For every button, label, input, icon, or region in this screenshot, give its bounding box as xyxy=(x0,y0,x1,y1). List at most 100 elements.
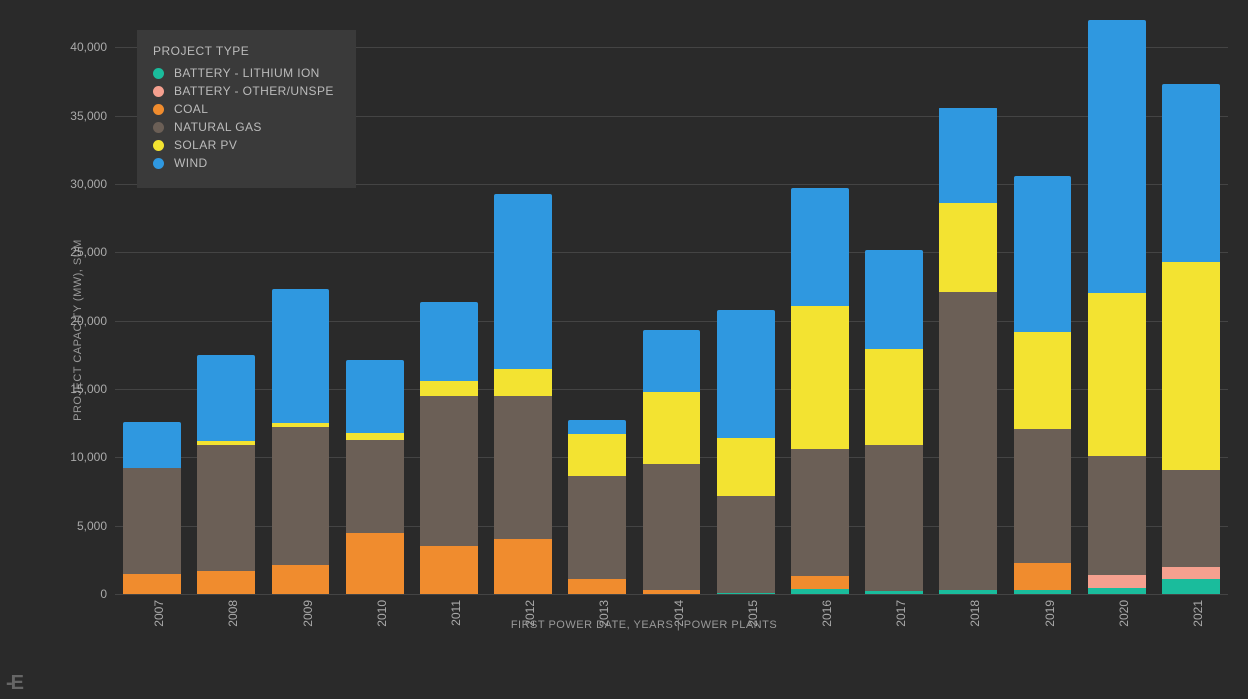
bar-segment-solar_pv xyxy=(791,306,849,449)
bar-segment-natural_gas xyxy=(939,292,997,590)
bar-segment-wind xyxy=(420,302,478,381)
bar-segment-solar_pv xyxy=(420,381,478,396)
bar-stack xyxy=(791,188,849,594)
bar-segment-battery_li xyxy=(939,590,997,594)
legend-swatch xyxy=(153,104,164,115)
bar-segment-natural_gas xyxy=(272,427,330,565)
legend-item: WIND xyxy=(153,156,334,170)
bar-group: 2013 xyxy=(560,20,634,594)
bar-segment-wind xyxy=(568,420,626,434)
x-tick-label: 2010 xyxy=(375,600,389,627)
bar-segment-wind xyxy=(865,250,923,350)
bar-segment-wind xyxy=(1014,176,1072,332)
bar-segment-wind xyxy=(1088,20,1146,293)
bar-segment-natural_gas xyxy=(717,496,775,593)
bar-stack xyxy=(494,194,552,594)
legend-title: PROJECT TYPE xyxy=(153,44,334,58)
legend-label: COAL xyxy=(174,102,208,116)
bar-stack xyxy=(197,355,255,594)
legend-label: SOLAR PV xyxy=(174,138,237,152)
x-tick-label: 2007 xyxy=(152,600,166,627)
bar-segment-natural_gas xyxy=(791,449,849,576)
bar-segment-wind xyxy=(791,188,849,306)
bar-stack xyxy=(1088,20,1146,594)
legend-swatch xyxy=(153,122,164,133)
x-tick-label: 2019 xyxy=(1043,600,1057,627)
bar-segment-coal xyxy=(643,590,701,594)
legend-label: BATTERY - OTHER/UNSPE xyxy=(174,84,334,98)
bar-segment-battery_other xyxy=(1162,567,1220,579)
grid-line xyxy=(115,594,1228,595)
legend-label: WIND xyxy=(174,156,208,170)
y-tick-label: 25,000 xyxy=(70,245,107,259)
bar-segment-coal xyxy=(197,571,255,594)
bar-segment-natural_gas xyxy=(346,440,404,533)
bar-segment-coal xyxy=(494,539,552,594)
legend: PROJECT TYPE BATTERY - LITHIUM ION BATTER… xyxy=(137,30,356,188)
y-tick-label: 15,000 xyxy=(70,382,107,396)
bar-stack xyxy=(717,310,775,594)
y-tick-label: 10,000 xyxy=(70,450,107,464)
bar-segment-coal xyxy=(568,579,626,594)
x-tick-label: 2018 xyxy=(968,600,982,627)
bar-segment-wind xyxy=(717,310,775,438)
bar-group: 2016 xyxy=(783,20,857,594)
x-tick-label: 2020 xyxy=(1117,600,1131,627)
bar-segment-solar_pv xyxy=(1162,262,1220,470)
x-axis-title: FIRST POWER DATE, YEARS | POWER PLANTS xyxy=(511,619,777,631)
bar-segment-battery_li xyxy=(1088,588,1146,594)
bar-group: 2019 xyxy=(1005,20,1079,594)
y-tick-label: 5,000 xyxy=(77,519,107,533)
legend-item: BATTERY - OTHER/UNSPE xyxy=(153,84,334,98)
bar-segment-natural_gas xyxy=(568,476,626,578)
bar-stack xyxy=(272,289,330,594)
bar-segment-solar_pv xyxy=(568,434,626,476)
legend-swatch xyxy=(153,68,164,79)
bar-segment-solar_pv xyxy=(865,349,923,445)
x-tick-label: 2008 xyxy=(226,600,240,627)
bar-group: 2011 xyxy=(412,20,486,594)
bar-segment-solar_pv xyxy=(1088,293,1146,456)
bar-group: 2021 xyxy=(1154,20,1228,594)
x-tick-label: 2011 xyxy=(449,600,463,626)
bar-segment-solar_pv xyxy=(1014,332,1072,429)
bar-group: 2012 xyxy=(486,20,560,594)
bar-stack xyxy=(346,360,404,594)
bar-segment-solar_pv xyxy=(346,433,404,440)
bar-stack xyxy=(1014,176,1072,594)
bar-group: 2018 xyxy=(931,20,1005,594)
bar-segment-natural_gas xyxy=(197,445,255,571)
y-tick-label: 30,000 xyxy=(70,177,107,191)
bar-group: 2015 xyxy=(709,20,783,594)
bar-segment-coal xyxy=(272,565,330,594)
bar-stack xyxy=(865,250,923,594)
bar-segment-coal xyxy=(123,574,181,594)
legend-swatch xyxy=(153,86,164,97)
x-tick-label: 2021 xyxy=(1191,600,1205,627)
bar-stack xyxy=(939,107,997,594)
bar-segment-coal xyxy=(791,576,849,588)
bar-stack xyxy=(123,422,181,594)
bar-segment-wind xyxy=(123,422,181,468)
bar-segment-natural_gas xyxy=(420,396,478,546)
legend-item: BATTERY - LITHIUM ION xyxy=(153,66,334,80)
bar-segment-battery_li xyxy=(1014,590,1072,594)
bar-segment-coal xyxy=(346,533,404,594)
bar-segment-battery_li xyxy=(865,591,923,594)
bar-segment-wind xyxy=(272,289,330,423)
legend-label: NATURAL GAS xyxy=(174,120,262,134)
bar-segment-natural_gas xyxy=(1162,470,1220,567)
bar-segment-solar_pv xyxy=(717,438,775,495)
bar-segment-natural_gas xyxy=(865,445,923,591)
bar-segment-battery_li xyxy=(717,593,775,594)
y-tick-label: 40,000 xyxy=(70,40,107,54)
legend-item: SOLAR PV xyxy=(153,138,334,152)
bar-segment-wind xyxy=(939,108,997,204)
bar-segment-coal xyxy=(1014,563,1072,590)
legend-label: BATTERY - LITHIUM ION xyxy=(174,66,320,80)
bar-group: 2020 xyxy=(1080,20,1154,594)
bar-segment-wind xyxy=(1162,84,1220,262)
y-tick-label: 35,000 xyxy=(70,109,107,123)
bar-segment-battery_other xyxy=(1088,575,1146,588)
bar-segment-solar_pv xyxy=(494,369,552,396)
